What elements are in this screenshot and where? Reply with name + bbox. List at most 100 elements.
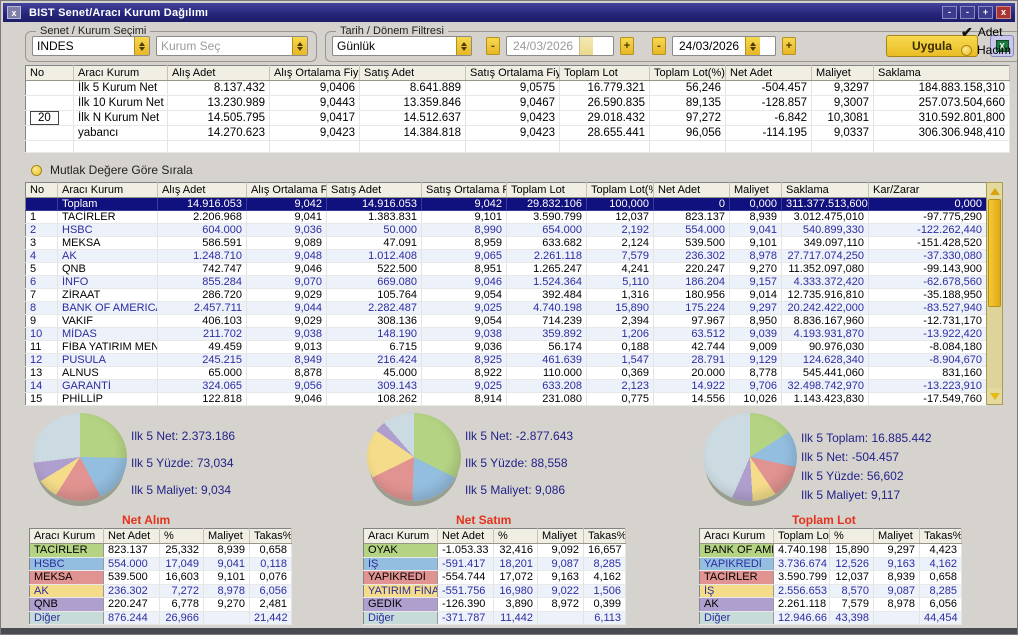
table-row[interactable]: OYAK -1.053.33 32,416 9,092 16,657 <box>363 543 626 558</box>
date-to-spinner[interactable] <box>745 37 761 55</box>
table-row[interactable]: 4 AK 1.248.710 9,048 1.012.408 9,065 2.261.118… <box>25 249 987 263</box>
table-row[interactable]: TACİRLER 3.590.799 12,037 8,939 0,658 <box>699 570 962 585</box>
table-row[interactable]: 1 TACİRLER 2.206.968 9,041 1.383.831 9,101 3.5… <box>25 210 987 224</box>
table-row[interactable]: AK 2.261.118 7,579 8,978 6,056 <box>699 597 962 612</box>
column-header[interactable]: % <box>829 528 874 544</box>
date-from-field[interactable]: 24/03/2026 <box>506 36 614 56</box>
table-row[interactable]: 3 MEKSA 586.591 9,089 47.091 8,959 633.682 2,12… <box>25 236 987 250</box>
maximize-button[interactable]: + <box>978 6 993 19</box>
column-header[interactable]: Net Adet <box>725 65 812 81</box>
title-bar[interactable]: x BIST Senet/Aracı Kurum Dağılımı - - + … <box>3 3 1015 22</box>
table-row[interactable]: BANK OF AME 4.740.198 15,890 9,297 4,423 <box>699 543 962 558</box>
table-row[interactable]: Diğer -371.787 11,442 6,113 <box>363 611 626 625</box>
table-row[interactable]: Diğer 876.244 26,966 21,442 <box>29 611 292 625</box>
column-header[interactable]: Satış Ortalama Fiyat <box>465 65 560 81</box>
table-row[interactable]: 7 ZİRAAT 286.720 9,029 105.764 9,054 392.484 1,… <box>25 288 987 302</box>
table-row[interactable]: QNB 220.247 6,778 9,270 2,481 <box>29 597 292 612</box>
table-row[interactable]: İlk 10 Kurum Net 13.230.989 9,0443 13.359.8… <box>25 95 1010 111</box>
date-to-minus-button[interactable]: - <box>652 37 666 55</box>
table-row[interactable]: Diğer 12.946.66 43,398 44,454 <box>699 611 962 625</box>
table-row[interactable]: TACİRLER 823.137 25,332 8,939 0,658 <box>29 543 292 558</box>
table-row[interactable]: 6 İNFO 855.284 9,070 669.080 9,046 1.524.364 5,… <box>25 275 987 289</box>
column-header[interactable]: Aracı Kurum <box>29 528 104 544</box>
column-header[interactable]: Kar/Zarar <box>868 182 987 198</box>
sort-toggle[interactable]: Mutlak Değere Göre Sırala <box>31 163 193 177</box>
table-row[interactable]: 14 GARANTİ 324.065 9,056 309.143 9,025 633.208… <box>25 379 987 393</box>
column-header[interactable]: Alış Ortalama Fiy <box>246 182 327 198</box>
column-header[interactable]: Saklama <box>873 65 1010 81</box>
column-header[interactable]: Net Adet <box>653 182 730 198</box>
table-row[interactable]: MEKSA 539.500 16,603 9,101 0,076 <box>29 570 292 585</box>
table-row[interactable]: YAPIKREDİ 3.736.674 12,526 9,163 4,162 <box>699 557 962 571</box>
table-row[interactable]: YATIRIM FİNA -551.756 16,980 9,022 1,506 <box>363 584 626 598</box>
scroll-up-icon[interactable] <box>987 183 1002 199</box>
scrollbar-track[interactable] <box>987 307 1002 388</box>
table-row[interactable]: İŞ -591.417 18,201 9,087 8,285 <box>363 557 626 571</box>
apply-button[interactable]: Uygula <box>886 35 978 57</box>
chevron-updown-icon[interactable] <box>292 37 307 55</box>
column-header[interactable]: Net Adet <box>103 528 160 544</box>
table-row[interactable]: 10 MİDAS 211.702 9,038 148.190 9,038 359.892 1,… <box>25 327 987 341</box>
column-header[interactable]: Toplam Lot(%) <box>649 65 726 81</box>
column-header[interactable]: Aracı Kurum <box>363 528 438 544</box>
table-row[interactable]: YAPIKREDİ -554.744 17,072 9,163 4,162 <box>363 570 626 585</box>
table-row[interactable]: 20 İlk N Kurum Net 14.505.795 9,0417 14.512.… <box>25 110 1010 126</box>
column-header[interactable]: Alış Ortalama Fiyat <box>269 65 360 81</box>
column-header[interactable]: % <box>159 528 204 544</box>
column-header[interactable]: Alış Adet <box>157 182 247 198</box>
n-value-box[interactable]: 20 <box>30 111 59 125</box>
date-from-plus-button[interactable]: + <box>620 37 634 55</box>
column-header[interactable]: No <box>25 182 58 198</box>
column-header[interactable]: Toplam Lot <box>506 182 587 198</box>
restore-button[interactable]: - <box>960 6 975 19</box>
table-row[interactable]: Toplam 14.916.053 9,042 14.916.053 9,042 29.8… <box>25 197 987 211</box>
scrollbar-thumb[interactable] <box>988 199 1001 307</box>
chevron-updown-icon[interactable] <box>456 37 471 55</box>
table-row[interactable]: GEDİK -126.390 3,890 8,972 0,399 <box>363 597 626 612</box>
column-header[interactable]: Aracı Kurum <box>73 65 168 81</box>
table-row[interactable]: 2 HSBC 604.000 9,036 50.000 8,990 654.000 2,192… <box>25 223 987 237</box>
table-row[interactable]: 5 QNB 742.747 9,046 522.500 8,951 1.265.247 4,2… <box>25 262 987 276</box>
column-header[interactable]: Maliyet <box>873 528 920 544</box>
vertical-scrollbar[interactable] <box>986 182 1003 405</box>
table-row[interactable]: AK 236.302 7,272 8,978 6,056 <box>29 584 292 598</box>
chevron-updown-icon[interactable] <box>134 37 149 55</box>
table-row[interactable]: yabancı 14.270.623 9,0423 14.384.818 9,0423 2… <box>25 125 1010 141</box>
date-to-plus-button[interactable]: + <box>782 37 796 55</box>
column-header[interactable]: Alış Adet <box>167 65 270 81</box>
column-header[interactable]: Satış Adet <box>326 182 422 198</box>
column-header[interactable]: Saklama <box>781 182 869 198</box>
column-header[interactable]: Toplam Lot <box>559 65 650 81</box>
column-header[interactable]: Satış Adet <box>359 65 466 81</box>
table-row[interactable]: 9 VAKIF 406.103 9,029 308.136 9,054 714.239 2,3… <box>25 314 987 328</box>
close-icon[interactable]: x <box>7 6 21 19</box>
column-header[interactable]: Maliyet <box>729 182 782 198</box>
close-button[interactable]: x <box>996 6 1011 19</box>
kurum-combobox[interactable]: Kurum Seç <box>156 36 308 56</box>
column-header[interactable]: Toplam Lot <box>773 528 830 544</box>
column-header[interactable]: % <box>493 528 538 544</box>
mode-hacim-radio[interactable]: Hacim <box>961 41 1017 59</box>
column-header[interactable]: Maliyet <box>537 528 584 544</box>
table-row[interactable]: 12 PUSULA 245.215 8,949 216.424 8,925 461.639 1… <box>25 353 987 367</box>
column-header[interactable]: Takas% <box>919 528 962 544</box>
table-row[interactable]: 13 ALNUS 65.000 8,878 45.000 8,922 110.000 0,36… <box>25 366 987 380</box>
column-header[interactable]: Aracı Kurum <box>699 528 774 544</box>
table-row[interactable] <box>25 140 1010 153</box>
table-row[interactable]: İlk 5 Kurum Net 8.137.432 9,0406 8.641.889 9… <box>25 80 1010 96</box>
column-header[interactable]: Net Adet <box>437 528 494 544</box>
senet-combobox[interactable]: INDES <box>32 36 150 56</box>
table-row[interactable]: İŞ 2.556.653 8,570 9,087 8,285 <box>699 584 962 598</box>
table-row[interactable]: HSBC 554.000 17,049 9,041 0,118 <box>29 557 292 571</box>
column-header[interactable]: Maliyet <box>203 528 250 544</box>
column-header[interactable]: Takas% <box>583 528 626 544</box>
date-from-minus-button[interactable]: - <box>486 37 500 55</box>
scroll-down-icon[interactable] <box>987 388 1002 404</box>
date-to-field[interactable]: 24/03/2026 <box>672 36 776 56</box>
column-header[interactable]: Toplam Lot(% <box>586 182 654 198</box>
period-combobox[interactable]: Günlük <box>332 36 472 56</box>
minimize-button[interactable]: - <box>942 6 957 19</box>
column-header[interactable]: Maliyet <box>811 65 874 81</box>
column-header[interactable]: No <box>25 65 74 81</box>
